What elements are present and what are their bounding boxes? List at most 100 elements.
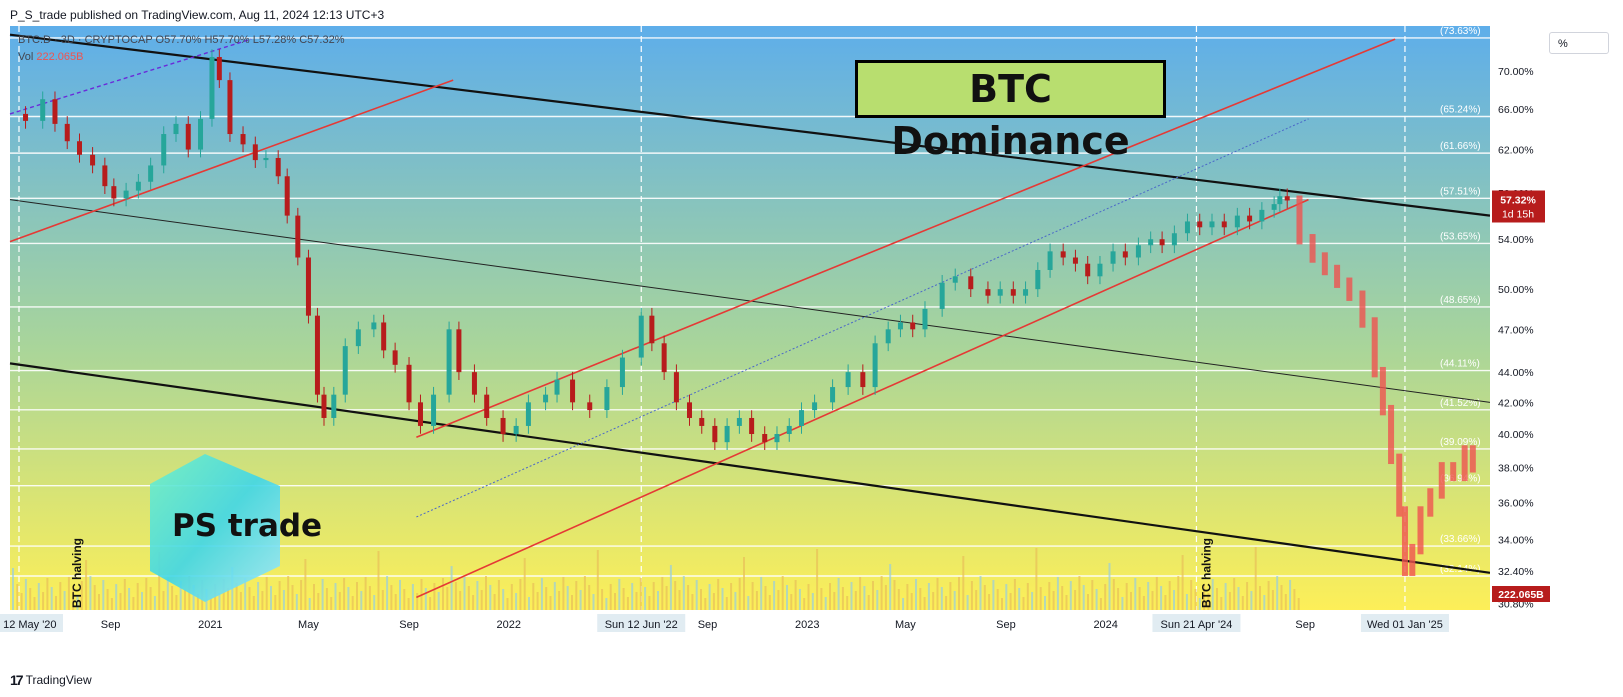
candle-body: [40, 99, 46, 121]
footer-brand: TradingView: [25, 673, 92, 687]
candle-body: [284, 176, 290, 216]
candle-body: [111, 186, 117, 199]
volume-bar: [768, 595, 771, 610]
volume-bar: [850, 582, 853, 610]
volume-bar: [605, 598, 608, 610]
volume-bar: [940, 587, 943, 610]
volume-bar: [790, 594, 793, 610]
volume-bar: [450, 566, 453, 610]
volume-bar: [411, 584, 414, 610]
volume-bar: [1018, 588, 1021, 610]
chart-area[interactable]: (73.63%) (65.24%) (61.66%) (57.51%) (53.65%)…: [0, 26, 1623, 666]
volume-bar: [1069, 581, 1072, 610]
volume-bar: [829, 583, 831, 610]
volume-bar: [1095, 589, 1098, 610]
volume-bar: [489, 585, 492, 610]
candle-body: [1171, 233, 1177, 246]
volume-legend[interactable]: Vol 222.065B: [18, 51, 83, 63]
volume-bar: [730, 583, 733, 610]
volume-bar: [983, 585, 986, 610]
volume-bar: [394, 594, 397, 610]
volume-bar: [661, 577, 664, 610]
volume-bar: [1130, 592, 1132, 610]
volume-bar: [235, 583, 238, 610]
volume-bar: [669, 565, 672, 610]
volume-bar: [1216, 588, 1218, 610]
volume-bar: [334, 583, 337, 610]
volume-bar: [252, 596, 255, 610]
time-scale-background: [0, 610, 1490, 636]
symbol-legend[interactable]: BTC.D · 3D · CRYPTOCAP O57.70% H57.70% L…: [18, 34, 345, 46]
volume-bar: [46, 578, 49, 610]
scale-mode-button[interactable]: %: [1549, 32, 1609, 54]
candle-body: [619, 357, 625, 388]
candle-body: [406, 364, 412, 403]
chart-svg[interactable]: (73.63%) (65.24%) (61.66%) (57.51%) (53.65%)…: [0, 26, 1623, 666]
volume-bar: [910, 593, 913, 610]
fib-level-label: (73.63%): [1440, 26, 1481, 37]
volume-bar: [700, 589, 702, 610]
volume-bar: [751, 582, 754, 610]
volume-bar: [1121, 597, 1124, 610]
candle-body: [198, 118, 204, 150]
candle-body: [922, 308, 928, 330]
candle-body: [1097, 263, 1103, 277]
volume-bar: [424, 588, 427, 610]
volume-bar: [854, 591, 857, 610]
volume-bar: [42, 592, 45, 610]
volume-bar: [876, 590, 879, 610]
volume-bar: [695, 580, 698, 610]
volume-bar: [485, 576, 487, 610]
volume-bar: [1056, 577, 1059, 610]
volume-bar: [209, 598, 212, 610]
volume-bar: [773, 581, 776, 610]
volume-bar: [704, 598, 707, 610]
time-tick-label: Sep: [399, 619, 419, 631]
volume-bar: [1276, 576, 1279, 610]
volume-bar: [166, 577, 169, 610]
candle-body: [252, 144, 258, 161]
time-tick-box: [0, 614, 63, 632]
fib-level-label: (41.52%): [1440, 398, 1481, 409]
volume-bar: [76, 595, 79, 610]
volume-bar: [59, 582, 62, 610]
footer: 17 TradingView: [10, 672, 92, 688]
candle-body: [897, 322, 903, 330]
candle-body: [135, 181, 141, 191]
volume-bar: [1151, 591, 1154, 610]
candle-body: [673, 372, 679, 403]
candle-body: [314, 315, 320, 395]
volume-bar: [227, 588, 229, 610]
volume-bar: [364, 577, 367, 610]
price-tick-label: 54.00%: [1498, 234, 1534, 246]
candle-body: [910, 322, 916, 330]
volume-bar: [1001, 598, 1003, 610]
volume-bar: [958, 577, 960, 610]
trendline-descending-channel-bottom: [9, 362, 1491, 574]
volume-bar: [919, 588, 922, 610]
volume-bar: [1078, 576, 1081, 610]
volume-bar: [295, 594, 298, 610]
volume-bar: [786, 585, 788, 610]
candle-body: [1010, 289, 1016, 296]
price-tick-label: 40.00%: [1498, 429, 1534, 441]
candle-body: [736, 417, 742, 426]
candle-body: [845, 372, 851, 388]
volume-bar: [244, 578, 247, 610]
volume-bar: [1293, 589, 1296, 610]
volume-bar: [1267, 581, 1270, 610]
projection-candle: [1401, 506, 1408, 576]
volume-bar: [601, 589, 604, 610]
projection-candle: [1396, 453, 1403, 517]
volume-bar: [313, 584, 315, 610]
volume-bar: [85, 560, 88, 610]
candle-body: [275, 157, 281, 177]
volume-bar: [72, 586, 75, 610]
volume-bar: [506, 598, 509, 610]
volume-bar: [674, 581, 677, 610]
volume-bar: [1082, 585, 1085, 610]
volume-bar: [368, 586, 371, 610]
candle-body: [952, 276, 958, 283]
volume-bar: [1108, 563, 1111, 610]
candle-body: [216, 57, 222, 81]
